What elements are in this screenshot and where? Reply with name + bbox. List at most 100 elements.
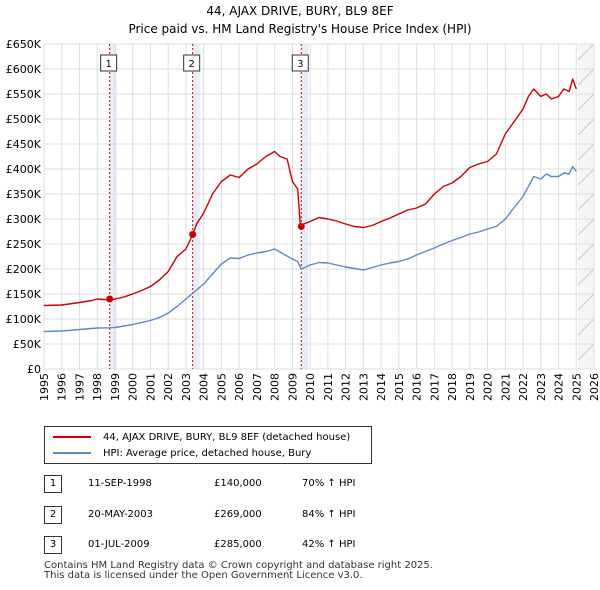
- transaction-number: 2: [44, 506, 62, 524]
- projection-hatch: [577, 168, 595, 186]
- x-tick-label: 2001: [144, 373, 157, 401]
- transaction-hpi: 42% ↑ HPI: [302, 539, 356, 550]
- x-tick-label: 2023: [535, 373, 548, 401]
- legend: 44, AJAX DRIVE, BURY, BL9 8EF (detached …: [44, 426, 372, 464]
- footer: Contains HM Land Registry data © Crown c…: [44, 561, 433, 581]
- chart-subtitle: Price paid vs. HM Land Registry's House …: [128, 22, 472, 36]
- x-tick-label: 2007: [251, 373, 264, 401]
- x-tick-label: 2014: [375, 373, 388, 401]
- projection-hatch: [577, 343, 595, 361]
- x-tick-label: 2025: [570, 373, 583, 401]
- projection-hatch: [577, 68, 595, 86]
- sale-shading: [109, 43, 595, 370]
- y-tick-label: £50K: [13, 338, 42, 351]
- sale-labels: 1 2 3: [100, 54, 309, 72]
- transaction-price: £140,000: [214, 478, 262, 489]
- y-tick-label: £250K: [6, 238, 42, 251]
- projection-hatch: [577, 93, 595, 111]
- legend-label-hpi: HPI: Average price, detached house, Bury: [103, 447, 312, 459]
- x-tick-label: 2015: [393, 373, 406, 401]
- y-tick-label: £450K: [6, 138, 42, 151]
- x-tick-label: 2012: [340, 373, 353, 401]
- x-tick-label: 2018: [446, 373, 459, 401]
- projection-hatch: [577, 118, 595, 136]
- sale-point: [189, 231, 197, 238]
- y-tick-label: £600K: [6, 63, 42, 76]
- x-tick-label: 2020: [482, 373, 495, 401]
- x-tick-label: 1996: [56, 373, 69, 401]
- grid-lines: [43, 43, 595, 370]
- transaction-date: 20-MAY-2003: [88, 509, 154, 520]
- x-tick-label: 2026: [588, 373, 600, 401]
- hpi-line: [43, 165, 577, 333]
- x-tick-label: 2010: [304, 373, 317, 401]
- transaction-price: £269,000: [214, 509, 262, 520]
- y-tick-label: £500K: [6, 113, 42, 126]
- sale-label-box: [291, 54, 309, 72]
- x-tick-label: 1998: [91, 373, 104, 401]
- x-tick-label: 2004: [198, 373, 211, 401]
- transaction-date: 11-SEP-1998: [88, 478, 152, 489]
- table-row: 1 11-SEP-1998 £140,000 70% ↑ HPI: [44, 475, 404, 493]
- x-tick-label: 2005: [215, 373, 228, 401]
- x-tick-label: 2008: [269, 373, 282, 401]
- legend-line-hpi: [53, 452, 91, 454]
- sale-label: 3: [297, 59, 303, 70]
- projection-hatch: [577, 243, 595, 261]
- transaction-number: 3: [44, 536, 62, 554]
- x-tick-label: 2022: [517, 373, 530, 401]
- x-tick-label: 1995: [38, 373, 51, 401]
- transaction-hpi: 70% ↑ HPI: [302, 478, 356, 489]
- x-tick-label: 2011: [322, 373, 335, 401]
- transaction-hpi: 84% ↑ HPI: [302, 509, 356, 520]
- x-tick-label: 2019: [464, 373, 477, 401]
- property-price-line: [43, 78, 577, 307]
- projection-hatch: [577, 318, 595, 336]
- legend-item-property: 44, AJAX DRIVE, BURY, BL9 8EF (detached …: [53, 430, 350, 444]
- footer-licence: This data is licensed under the Open Gov…: [44, 570, 363, 581]
- transaction-number: 1: [44, 475, 62, 493]
- table-row: 3 01-JUL-2009 £285,000 42% ↑ HPI: [44, 536, 404, 554]
- y-axis: £0 £50K £100K £150K £200K £250K £300K £350K £400…: [6, 38, 42, 376]
- legend-line-property: [53, 436, 91, 438]
- sale-label-box: [100, 54, 118, 72]
- x-tick-label: 2006: [233, 373, 246, 401]
- y-tick-label: £300K: [6, 213, 42, 226]
- sale-label: 2: [188, 59, 194, 70]
- sale-shade: [301, 44, 309, 369]
- x-tick-label: 1999: [109, 373, 122, 401]
- series-lines: [43, 78, 577, 333]
- plot-background: [43, 43, 595, 370]
- projection-shade: [578, 44, 594, 369]
- x-tick-label: 2003: [180, 373, 193, 401]
- price-chart: 1 2 3 £0 £50K £100K £150K £200K £250K £300K £350K…: [6, 38, 600, 401]
- projection-hatch: [577, 293, 595, 311]
- sale-point: [106, 295, 114, 303]
- x-tick-label: 2000: [127, 373, 140, 401]
- y-tick-label: £150K: [6, 288, 42, 301]
- projection-hatch: [577, 193, 595, 211]
- projection-hatch: [577, 43, 595, 61]
- x-tick-label: 2009: [286, 373, 299, 401]
- y-tick-label: £100K: [6, 313, 42, 326]
- sale-points: [106, 223, 305, 303]
- sale-label-box: [183, 54, 201, 72]
- y-tick-label: £350K: [6, 188, 42, 201]
- sale-shade: [192, 44, 200, 369]
- y-tick-label: £550K: [6, 88, 42, 101]
- y-tick-label: £0: [27, 363, 41, 376]
- projection-hatch: [577, 218, 595, 236]
- x-tick-label: 2021: [499, 373, 512, 401]
- sale-label: 1: [105, 59, 111, 70]
- x-axis: 1995 1996 1997 1998 1999 2000 2001 2002 2003 2004…: [38, 373, 600, 401]
- projection-hatch: [577, 143, 595, 161]
- sale-point: [297, 223, 305, 230]
- transaction-date: 01-JUL-2009: [88, 539, 150, 550]
- x-tick-label: 2002: [162, 373, 175, 401]
- x-tick-label: 2017: [428, 373, 441, 401]
- projection-hatch: [577, 268, 595, 286]
- footer-copyright: Contains HM Land Registry data © Crown c…: [44, 560, 433, 571]
- chart-title: 44, AJAX DRIVE, BURY, BL9 8EF: [206, 4, 394, 18]
- plot-area: [43, 43, 595, 370]
- y-tick-label: £650K: [6, 38, 42, 51]
